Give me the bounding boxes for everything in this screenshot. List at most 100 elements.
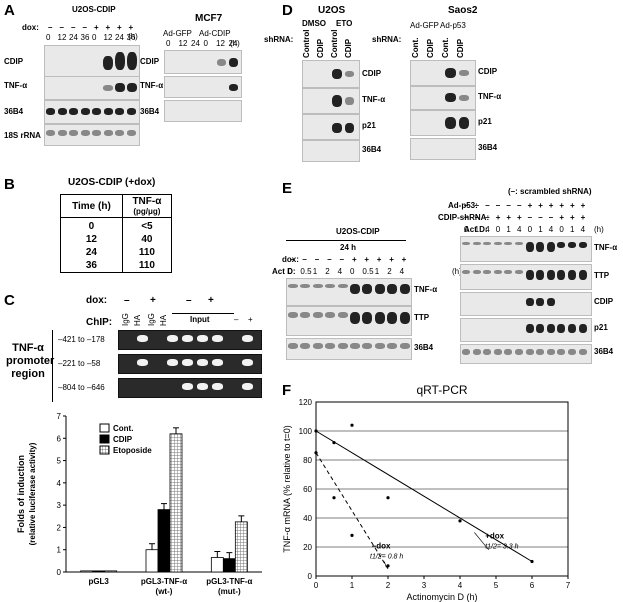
blot-band [568, 270, 576, 280]
blot-band [137, 335, 148, 342]
f-fit-line [315, 430, 533, 562]
blot-band [536, 324, 545, 333]
blot-band [493, 270, 502, 274]
blot-band [212, 383, 223, 390]
f-y-tick-label: 60 [303, 485, 312, 494]
b-table: Time (h) TNF-α (pg/μg) 0 <5 12 40 24 110 36 1… [60, 194, 173, 273]
blot-band [137, 359, 148, 366]
d-adgfp: Ad-GFP [410, 21, 439, 30]
panel-label-d: D [282, 2, 293, 19]
a-title: U2OS-CDIP [72, 5, 116, 14]
blot-band [399, 312, 410, 324]
a-mcf7-h: (h) [230, 39, 240, 48]
e-actd2: 0 [495, 225, 501, 234]
blot-band [325, 312, 336, 318]
e-row-36b4: 36B4 [414, 343, 434, 352]
blot-band [515, 349, 523, 355]
blot-band [525, 270, 534, 280]
c-bar [80, 570, 94, 573]
blot-band [536, 349, 545, 355]
f-point [314, 429, 318, 433]
e-actd: 4 [399, 267, 405, 276]
f-point [350, 533, 354, 537]
blot-band [312, 343, 323, 349]
d-lane2: CDIP [426, 38, 435, 58]
e-adp53-sign: + [527, 201, 533, 210]
a-time: 36 [80, 33, 90, 42]
e-cdipsh-sign: + [517, 213, 522, 222]
c-region-2: –221 to –58 [58, 359, 101, 368]
e-dox-sign: + [352, 255, 357, 264]
e-adp53-sign: + [559, 201, 565, 210]
f-ylabel: TNF-α mRNA (% relative to t=0) [282, 425, 292, 552]
blot-band [337, 284, 348, 288]
blot-band [462, 349, 470, 355]
f-y-tick-label: 0 [308, 572, 313, 581]
blot-band [546, 324, 555, 333]
blot-band [399, 343, 410, 349]
a-mcf7-time: 12 [216, 39, 225, 48]
d-lane: CDIP [316, 38, 325, 58]
c-dox-label: dox: [86, 295, 108, 306]
blot-band [115, 108, 124, 115]
f-point [314, 451, 318, 455]
blot-band [288, 284, 298, 288]
blot-band [472, 349, 481, 355]
c-bar [157, 509, 171, 573]
a-time: 0 [46, 33, 51, 42]
a-mcf7-time: 0 [166, 39, 171, 48]
blot-band [578, 270, 587, 280]
blot-band [325, 343, 336, 349]
e-dox-sign: – [339, 255, 345, 264]
a-blot-tnf [44, 76, 140, 100]
d-saos: Saos2 [448, 5, 478, 16]
c-bar [234, 521, 248, 573]
f-annot-plus: +dox [485, 531, 504, 540]
blot-band [325, 284, 336, 288]
e-cdipsh-sign: + [495, 213, 501, 222]
c-igg2: IgG [147, 313, 156, 326]
e-row-ttp: TTP [414, 313, 430, 322]
e-actd2: 0 [559, 225, 564, 234]
d-adp53: Ad-p53 [440, 21, 466, 30]
c-legend-swatch [99, 434, 110, 444]
f-y-tick-label: 40 [303, 514, 312, 523]
c-x-label: pGL3-TNF-α [206, 577, 252, 586]
e-actd: 1 [312, 267, 318, 276]
e-hours: 24 h [340, 243, 357, 252]
d-row-cdip: CDIP [362, 69, 382, 78]
b-cell: 0 [60, 217, 123, 233]
d-row-p21: p21 [362, 121, 376, 130]
blot-band [546, 270, 555, 280]
a-dox-label: dox: [22, 23, 39, 32]
blot-band [197, 359, 208, 366]
blot-band [103, 130, 113, 136]
panel-label-f: F [282, 382, 292, 399]
f-x-tick-label: 2 [386, 581, 391, 590]
blot-band [374, 284, 385, 294]
e-row2-ttp: TTP [594, 271, 610, 280]
e-adp53-sign: – [495, 201, 501, 210]
a-time: 0 [92, 33, 97, 42]
e-cdipsh-sign: + [559, 213, 565, 222]
blot-band [197, 335, 208, 342]
e-cdipsh-sign: + [506, 213, 512, 222]
a-dox-sign: + [117, 23, 122, 32]
blot-band [350, 312, 360, 324]
b-cell: 36 [60, 259, 123, 273]
e-actd2-label: Act D: [464, 225, 488, 234]
d-blot2-36b4 [410, 138, 476, 160]
e-actd: 0.5 [300, 267, 312, 276]
a-mcf7-blot-36b4 [164, 100, 242, 122]
c-legend-label: Cont. [113, 424, 133, 433]
e-h: (h) [452, 267, 462, 276]
e-dox-sign: + [364, 255, 370, 264]
c-dox-plus2: + [208, 295, 214, 306]
blot-band [525, 349, 534, 355]
e-actd-label: Act D: [272, 267, 296, 276]
blot-band [69, 130, 78, 136]
a-time: 24 [69, 33, 78, 42]
a-row-tnf: TNF-α [4, 81, 28, 90]
a-time: 12 [57, 33, 67, 42]
blot-band [472, 270, 481, 274]
